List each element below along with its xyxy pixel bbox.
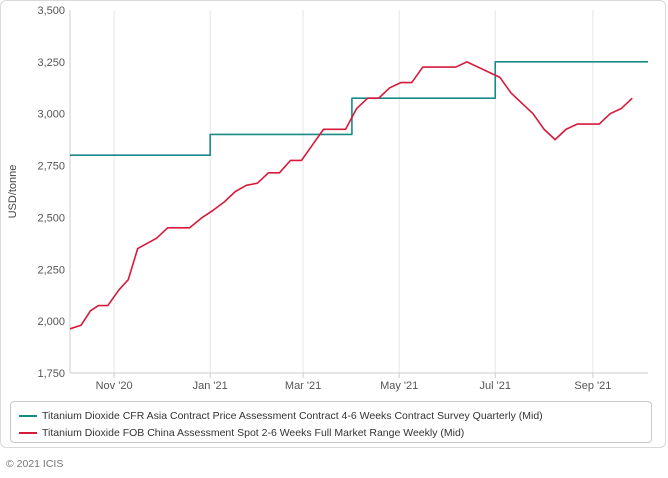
y-tick-label: 2,750 xyxy=(37,161,65,173)
y-tick-label: 2,000 xyxy=(37,316,65,328)
y-axis-title: USD/tonne xyxy=(7,165,19,219)
series-line-contract xyxy=(70,61,648,156)
legend-swatch-spot xyxy=(19,431,37,434)
legend-swatch-contract xyxy=(19,414,37,417)
y-tick-label: 3,500 xyxy=(37,5,65,17)
y-tick-label: 2,250 xyxy=(37,264,65,276)
chart-legend: Titanium Dioxide CFR Asia Contract Price… xyxy=(10,401,652,443)
y-tick-label: 3,000 xyxy=(37,109,65,121)
x-tick-label: Jul '21 xyxy=(480,380,511,392)
copyright-text: © 2021 ICIS xyxy=(6,458,64,470)
y-tick-label: 1,750 xyxy=(37,368,65,380)
y-tick-label: 2,500 xyxy=(37,212,65,224)
x-tick-label: Nov '20 xyxy=(96,380,133,392)
legend-item-contract[interactable]: Titanium Dioxide CFR Asia Contract Price… xyxy=(19,407,643,424)
legend-item-spot[interactable]: Titanium Dioxide FOB China Assessment Sp… xyxy=(19,424,643,441)
x-tick-label: Sep '21 xyxy=(574,380,611,392)
y-tick-label: 3,250 xyxy=(37,57,65,69)
x-tick-label: Jan '21 xyxy=(193,380,228,392)
x-tick-label: Mar '21 xyxy=(285,380,321,392)
chart-plot: 1,750 2,000 2,250 2,500 2,750 3,000 3,250 3,500… xyxy=(7,5,648,392)
legend-label-spot: Titanium Dioxide FOB China Assessment Sp… xyxy=(42,426,465,439)
series-line-spot xyxy=(69,61,633,330)
legend-label-contract: Titanium Dioxide CFR Asia Contract Price… xyxy=(42,409,543,422)
x-tick-label: May '21 xyxy=(380,380,418,392)
